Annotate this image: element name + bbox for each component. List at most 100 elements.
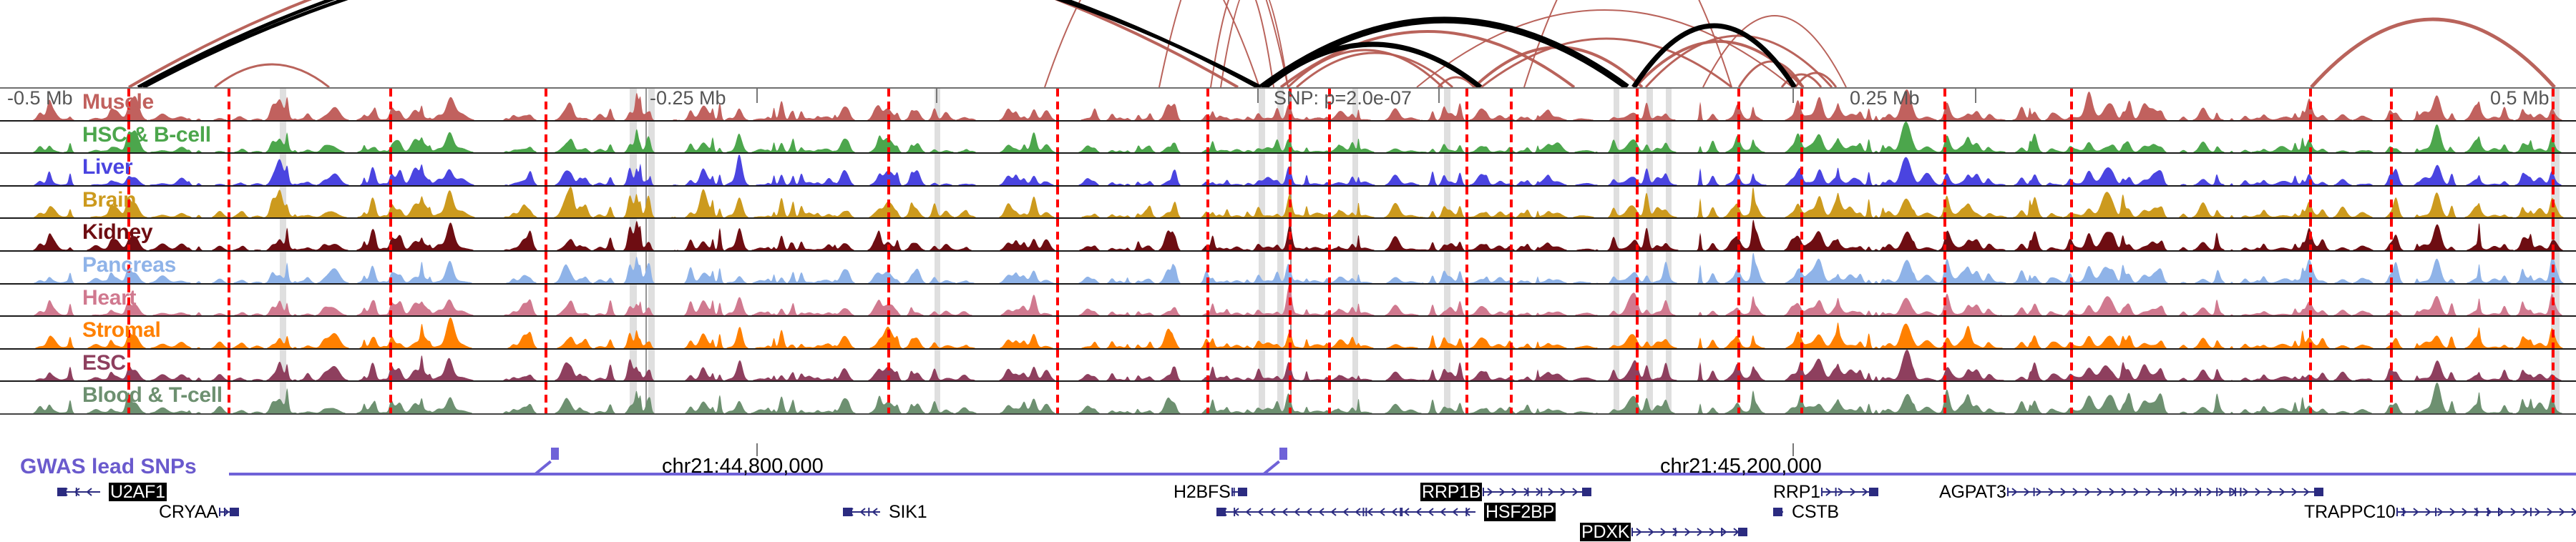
highlight-band: [935, 382, 940, 413]
snp-marker-line: [1328, 317, 1331, 348]
highlight-band: [1614, 219, 1619, 250]
snp-marker-line: [1056, 89, 1059, 120]
snp-marker-line: [1206, 121, 1209, 153]
snp-marker-line: [2309, 121, 2312, 153]
axis-tick: [936, 89, 937, 103]
highlight-band: [1259, 121, 1265, 153]
gene-body-rrp1: [1820, 484, 1879, 500]
highlight-band: [1666, 121, 1672, 153]
signal-track-stromal[interactable]: Stromal: [0, 317, 2576, 350]
signal-track-brain[interactable]: Brain: [0, 186, 2576, 220]
snp-marker-line: [1510, 219, 1513, 250]
snp-marker-line: [389, 251, 392, 283]
signal-track-pancreas[interactable]: Pancreas: [0, 251, 2576, 285]
highlight-band: [1277, 382, 1284, 413]
snp-marker-line: [1056, 251, 1059, 283]
snp-marker-line: [2390, 382, 2393, 413]
signal-track-liver[interactable]: Liver: [0, 154, 2576, 187]
highlight-band: [1646, 186, 1653, 218]
snp-marker-line: [1510, 251, 1513, 283]
gene-rrp1b[interactable]: RRP1B: [1420, 482, 1592, 503]
signal-profile: [0, 350, 2576, 381]
snp-marker-line: [1328, 219, 1331, 250]
snp-marker-line: [228, 219, 230, 250]
gene-body-agpat3: [2006, 484, 2324, 500]
snp-marker-line: [1289, 154, 1292, 185]
signal-track-heart[interactable]: Heart: [0, 284, 2576, 317]
snp-marker-line: [1943, 349, 1946, 381]
snp-marker-line: [1328, 186, 1331, 218]
track-label-muscle: Muscle: [82, 90, 154, 114]
highlight-band: [1352, 284, 1358, 316]
highlight-band: [280, 121, 286, 153]
gene-label-agpat3: AGPAT3: [1939, 482, 2006, 503]
snp-marker-line: [887, 349, 890, 381]
axis-tick: [756, 89, 758, 103]
gene-hsf2bp[interactable]: HSF2BP: [1216, 502, 1556, 522]
highlight-band: [648, 89, 655, 120]
gene-h2bfs[interactable]: H2BFS: [1174, 482, 1248, 501]
snp-marker-line: [1636, 382, 1639, 413]
axis-tick: [1257, 89, 1259, 103]
gwas-lead-snp-marker[interactable]: [1279, 448, 1287, 460]
snp-marker-line: [127, 121, 130, 153]
signal-track-blood-t-cell[interactable]: Blood & T-cell: [0, 382, 2576, 415]
gene-rrp1[interactable]: RRP1: [1773, 482, 1879, 501]
snp-marker-line: [1289, 349, 1292, 381]
highlight-band: [1277, 186, 1284, 218]
snp-marker-line: [389, 382, 392, 413]
snp-marker-line: [1465, 219, 1468, 250]
highlight-band: [1666, 154, 1672, 185]
gene-agpat3[interactable]: AGPAT3: [1939, 482, 2324, 501]
snp-marker-line: [2390, 317, 2393, 348]
snp-marker-line: [2552, 154, 2555, 185]
gene-label-rrp1b: RRP1B: [1420, 482, 1483, 503]
snp-marker-line: [2390, 284, 2393, 316]
gene-u2af1[interactable]: U2AF1: [57, 482, 167, 502]
gene-body-h2bfs: [1231, 484, 1248, 500]
snp-marker-line: [389, 186, 392, 218]
snp-marker-line: [127, 349, 130, 381]
gene-sik1[interactable]: SIK1: [843, 502, 927, 521]
highlight-band: [1614, 121, 1619, 153]
snp-marker-line: [389, 284, 392, 316]
gene-cryaa[interactable]: CRYAA: [159, 502, 240, 521]
chromatin-loop-arc-panel: [0, 0, 2576, 87]
coordinate-tick-left: [756, 443, 758, 456]
snp-marker-line: [2309, 219, 2312, 250]
highlight-band-dark: [645, 219, 647, 250]
gwas-lead-snp-marker[interactable]: [551, 448, 559, 460]
snp-marker-line: [1465, 121, 1468, 153]
highlight-band: [648, 349, 655, 381]
snp-marker-line: [1737, 121, 1740, 153]
highlight-band: [1614, 251, 1619, 283]
snp-marker-line: [1943, 186, 1946, 218]
highlight-band-dark: [645, 186, 647, 218]
snp-marker-line: [2309, 349, 2312, 381]
snp-marker-line: [1800, 251, 1803, 283]
snp-marker-line: [228, 154, 230, 185]
signal-track-kidney[interactable]: Kidney: [0, 219, 2576, 252]
snp-marker-line: [1943, 251, 1946, 283]
snp-marker-line: [2070, 284, 2073, 316]
gene-trappc10[interactable]: TRAPPC10: [2304, 502, 2576, 521]
highlight-band: [935, 284, 940, 316]
snp-marker-line: [1510, 89, 1513, 120]
signal-track-esc[interactable]: ESC: [0, 349, 2576, 383]
snp-marker-line: [1328, 89, 1331, 120]
signal-profile: [0, 187, 2576, 218]
snp-marker-line: [1737, 317, 1740, 348]
highlight-band: [935, 121, 940, 153]
snp-marker-line: [389, 121, 392, 153]
snp-marker-line: [1800, 121, 1803, 153]
highlight-band-dark: [645, 317, 647, 348]
snp-marker-line: [2070, 186, 2073, 218]
gene-cstb[interactable]: CSTB: [1773, 502, 1839, 521]
track-label-liver: Liver: [82, 155, 133, 179]
gene-pdxk[interactable]: PDXK: [1580, 522, 1748, 542]
signal-track-muscle[interactable]: Muscle -0.5 Mb -0.25 Mb 0.25 Mb 0.5 Mb SNP: p…: [0, 89, 2576, 122]
signal-track-hsc-b-cell[interactable]: HSC & B-cell: [0, 121, 2576, 154]
snp-marker-line: [2390, 89, 2393, 120]
snp-marker-line: [887, 121, 890, 153]
snp-marker-line: [127, 317, 130, 348]
